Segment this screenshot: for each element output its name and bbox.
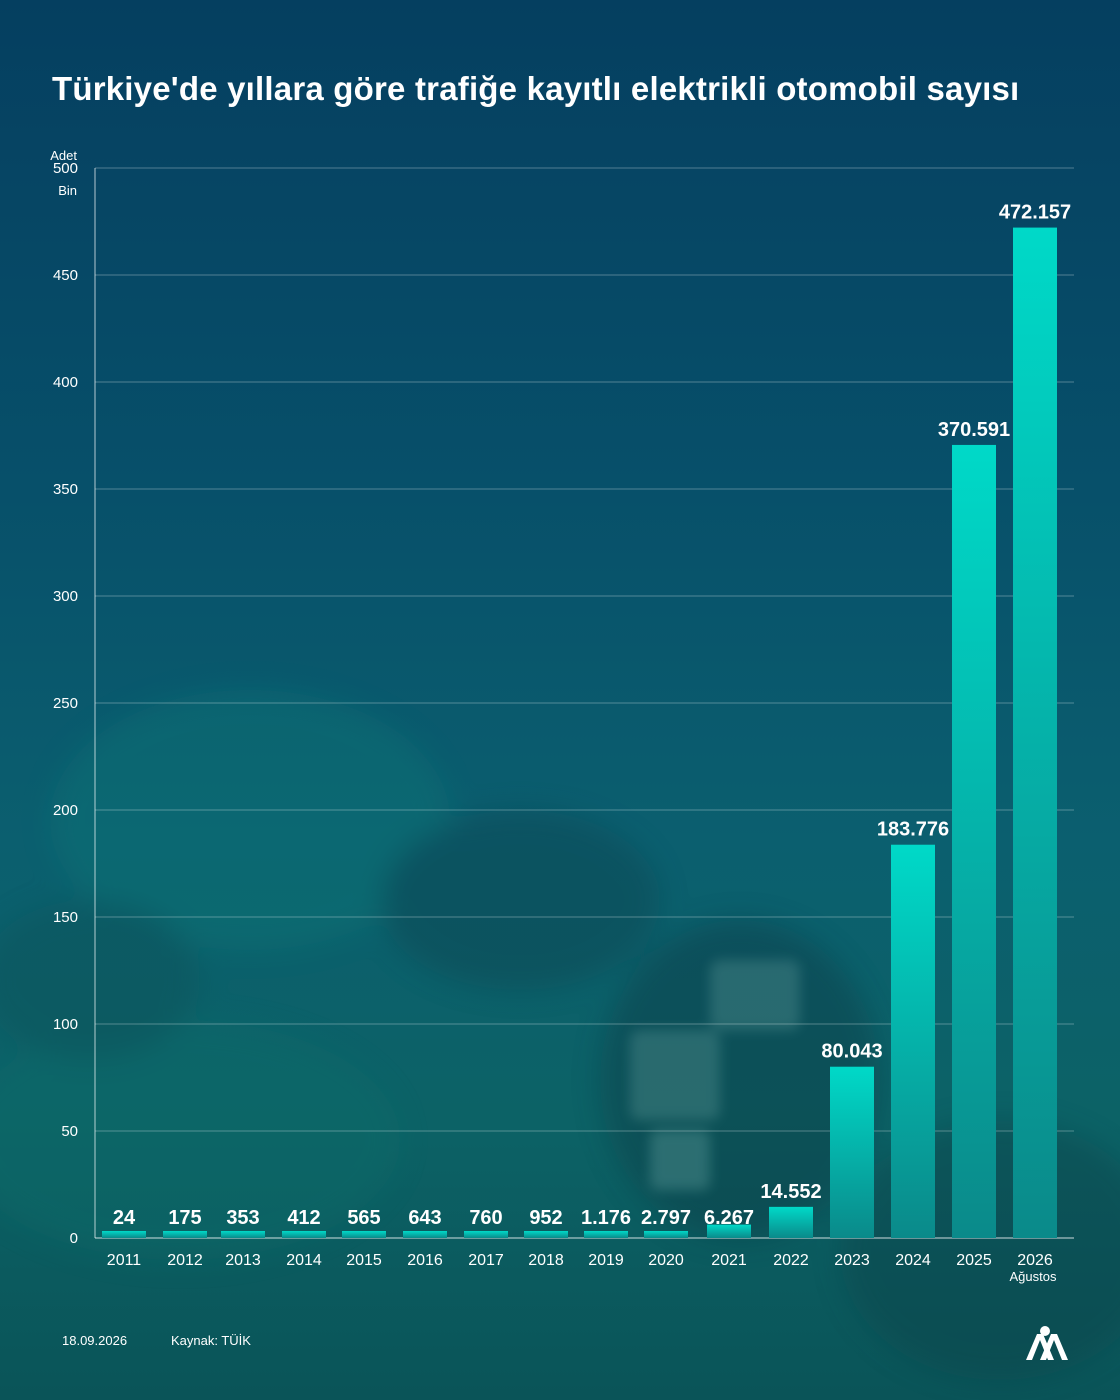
data-label: 952 xyxy=(529,1207,562,1229)
bar xyxy=(163,1231,207,1238)
bar xyxy=(464,1231,508,1238)
x-tick-label: 2026 xyxy=(1017,1252,1053,1269)
bar xyxy=(644,1231,688,1238)
y-tick-label: 100 xyxy=(53,1016,78,1033)
data-label: 412 xyxy=(287,1207,320,1229)
data-label: 353 xyxy=(226,1207,259,1229)
x-tick-label: 2025 xyxy=(956,1252,992,1269)
y-tick-label: 150 xyxy=(53,909,78,926)
data-label: 760 xyxy=(469,1207,502,1229)
data-label: 643 xyxy=(408,1207,441,1229)
x-tick-sublabel: Ağustos xyxy=(1010,1269,1057,1284)
y-unit-bottom: Bin xyxy=(58,183,77,198)
x-tick-label: 2013 xyxy=(225,1252,261,1269)
data-label: 472.157 xyxy=(999,202,1071,224)
x-tick-label: 2022 xyxy=(773,1252,809,1269)
data-label: 2.797 xyxy=(641,1207,691,1229)
data-label: 175 xyxy=(168,1207,201,1229)
data-label: 14.552 xyxy=(760,1181,821,1203)
data-label: 370.591 xyxy=(938,419,1010,441)
x-tick-label: 2020 xyxy=(648,1252,684,1269)
bar xyxy=(830,1066,874,1238)
y-axis: 0 50 100 150 200 250 300 350 400 450 500 xyxy=(53,160,78,1247)
data-label: 1.176 xyxy=(581,1207,631,1229)
data-label: 565 xyxy=(347,1207,380,1229)
aa-logo xyxy=(1026,1326,1068,1360)
bar xyxy=(342,1231,386,1238)
x-tick-label: 2012 xyxy=(167,1252,203,1269)
x-tick-label: 2017 xyxy=(468,1252,504,1269)
x-tick-label: 2019 xyxy=(588,1252,624,1269)
bar xyxy=(102,1231,146,1238)
x-tick-label: 2021 xyxy=(711,1252,747,1269)
footer-date: 18.09.2026 xyxy=(62,1333,128,1348)
y-tick-label: 200 xyxy=(53,802,78,819)
data-label: 6.267 xyxy=(704,1207,754,1229)
y-tick-label: 400 xyxy=(53,374,78,391)
x-tick-label: 2018 xyxy=(528,1252,564,1269)
x-tick-label: 2014 xyxy=(286,1252,322,1269)
bar xyxy=(769,1206,813,1238)
y-tick-label: 500 xyxy=(53,160,78,177)
x-tick-label: 2011 xyxy=(107,1252,142,1269)
x-tick-label: 2024 xyxy=(895,1252,931,1269)
y-tick-label: 300 xyxy=(53,588,78,605)
bar xyxy=(891,844,935,1238)
footer-source: Kaynak: TÜİK xyxy=(171,1333,251,1348)
x-tick-label: 2023 xyxy=(834,1252,870,1269)
x-tick-label: 2015 xyxy=(346,1252,382,1269)
x-axis: 2011 2012 2013 2014 2015 2016 2017 2018 2019 2020… xyxy=(107,1252,1057,1284)
y-tick-label: 250 xyxy=(53,695,78,712)
bar xyxy=(584,1231,628,1238)
bar xyxy=(952,444,996,1238)
data-label: 80.043 xyxy=(821,1041,882,1063)
x-tick-label: 2016 xyxy=(407,1252,443,1269)
bar xyxy=(1013,227,1057,1239)
y-tick-label: 50 xyxy=(61,1123,78,1140)
data-label: 183.776 xyxy=(877,819,949,841)
y-tick-label: 0 xyxy=(70,1230,78,1247)
bar xyxy=(282,1231,326,1238)
bar xyxy=(221,1231,265,1238)
data-label: 24 xyxy=(113,1207,136,1229)
bar xyxy=(403,1231,447,1238)
y-tick-label: 450 xyxy=(53,267,78,284)
bar xyxy=(707,1224,751,1238)
bar xyxy=(524,1231,568,1238)
bars xyxy=(102,227,1057,1239)
value-labels: 24 175 353 412 565 643 760 952 1.176 2.797 6.267 14… xyxy=(113,202,1071,1229)
y-tick-label: 350 xyxy=(53,481,78,498)
y-unit-top: Adet xyxy=(50,148,77,163)
chart-title: Türkiye'de yıllara göre trafiğe kayıtlı … xyxy=(52,70,1020,107)
